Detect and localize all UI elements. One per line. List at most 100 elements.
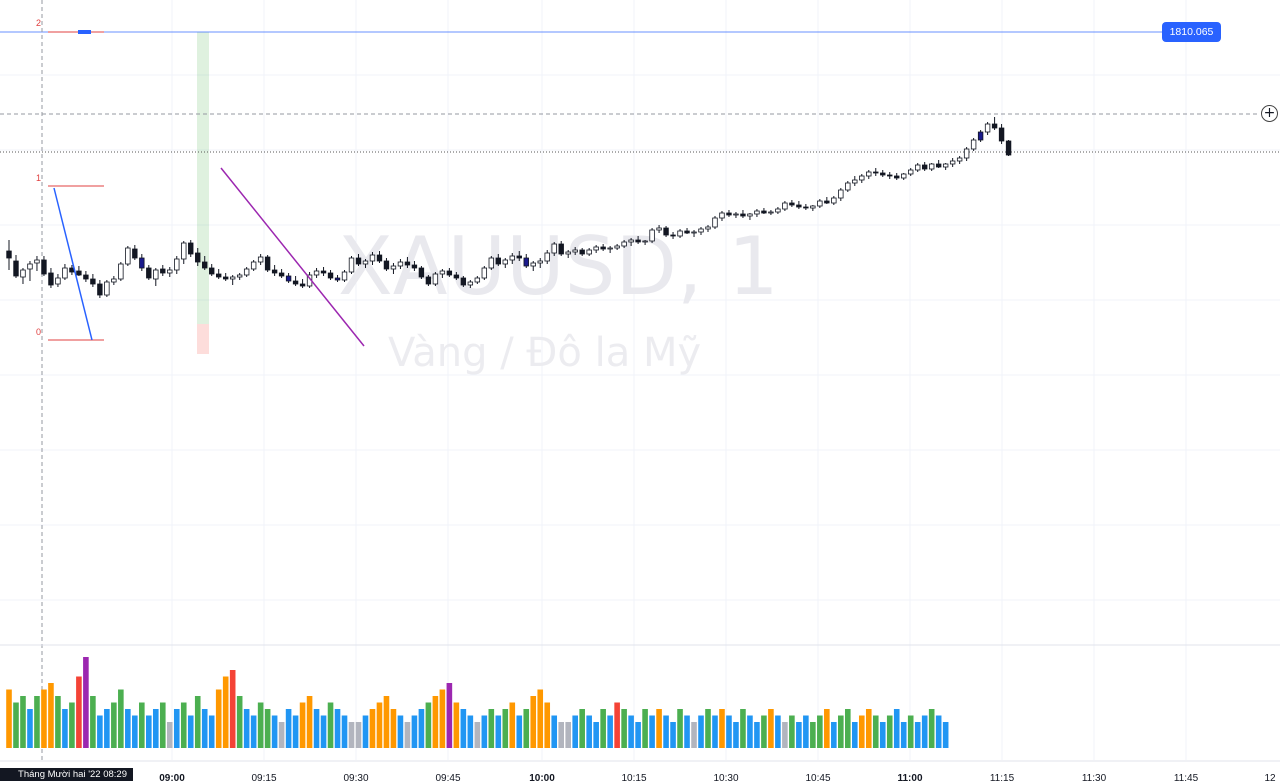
candle[interactable] [991,123,998,129]
candle[interactable] [222,276,229,280]
candle[interactable] [635,239,641,243]
candle[interactable] [593,246,599,251]
candle[interactable] [880,172,886,176]
candle[interactable] [901,173,907,179]
candle[interactable] [852,179,858,184]
candle[interactable] [264,256,271,271]
candle[interactable] [125,247,131,265]
purple-trend-line[interactable] [220,167,365,347]
candle[interactable] [523,257,529,267]
candle[interactable] [188,242,194,255]
candle[interactable] [740,213,746,217]
candle[interactable] [663,227,669,236]
candle[interactable] [887,174,893,177]
candle[interactable] [873,171,879,174]
candle[interactable] [13,260,19,277]
candle[interactable] [425,276,432,285]
time-axis[interactable]: 09:00 09:15 09:30 09:45 10:00 10:15 10:30 10:45… [159,773,1276,781]
plus-circle-icon[interactable]: + [1261,105,1278,122]
candle[interactable] [229,276,236,280]
candle[interactable] [614,245,620,249]
candle-series[interactable] [6,117,1012,298]
candle[interactable] [845,182,851,191]
fib-anchor-handle[interactable] [78,30,91,34]
candle[interactable] [607,247,613,250]
candle[interactable] [195,252,201,263]
candle[interactable] [600,246,606,250]
candle[interactable] [984,123,991,133]
candle[interactable] [621,241,627,247]
candle[interactable] [390,265,397,270]
candle[interactable] [299,283,306,287]
candle[interactable] [712,217,718,228]
candle[interactable] [698,228,704,233]
candle[interactable] [76,270,82,276]
candle[interactable] [453,274,460,279]
candle[interactable] [111,278,117,283]
candle[interactable] [488,257,495,269]
candle[interactable] [439,270,446,275]
candle[interactable] [334,277,341,281]
candle[interactable] [278,272,285,277]
candle[interactable] [928,163,935,170]
candle[interactable] [747,213,753,217]
candle[interactable] [796,204,802,208]
candle[interactable] [97,283,103,296]
candle[interactable] [271,269,278,274]
candle[interactable] [705,226,711,230]
candle[interactable] [104,281,110,296]
candle[interactable] [935,163,942,168]
candle[interactable] [859,175,865,181]
candle[interactable] [181,242,187,260]
candle[interactable] [139,257,145,269]
candle[interactable] [6,250,12,259]
candle[interactable] [467,281,474,286]
candle[interactable] [677,230,683,237]
candle[interactable] [153,269,159,280]
candle[interactable] [977,131,984,141]
candle[interactable] [817,200,823,207]
candle[interactable] [1005,140,1012,156]
candle[interactable] [516,255,522,259]
candle[interactable] [831,197,837,204]
long-position-loss-zone[interactable] [197,324,209,354]
candle[interactable] [146,267,152,279]
candle[interactable] [495,257,501,265]
candle[interactable] [502,259,508,265]
candle[interactable] [810,205,816,209]
candle[interactable] [257,256,264,263]
candle[interactable] [202,261,208,269]
candle[interactable] [998,127,1005,142]
candle[interactable] [243,268,250,276]
candle[interactable] [719,212,725,219]
candle[interactable] [118,263,124,280]
candle[interactable] [285,275,292,282]
blue-trend-line[interactable] [53,187,93,341]
candle[interactable] [474,277,481,283]
candle[interactable] [942,163,949,168]
candle[interactable] [775,208,781,213]
candle[interactable] [838,189,844,199]
candle[interactable] [642,240,648,243]
candle[interactable] [649,229,655,242]
candle[interactable] [460,277,467,286]
candle[interactable] [411,264,418,269]
candle[interactable] [572,249,578,253]
candle[interactable] [341,271,348,281]
candle[interactable] [579,249,585,255]
candle[interactable] [376,254,383,262]
candle[interactable] [921,164,928,170]
candle[interactable] [404,261,411,266]
candle[interactable] [824,200,830,204]
candle[interactable] [313,270,320,276]
candle[interactable] [83,274,89,280]
candle[interactable] [362,260,369,265]
candle[interactable] [250,261,257,270]
candle[interactable] [789,202,795,206]
candle[interactable] [544,252,550,262]
candle[interactable] [20,269,26,278]
candle[interactable] [733,213,739,216]
candle[interactable] [963,148,970,159]
candle[interactable] [656,227,662,231]
